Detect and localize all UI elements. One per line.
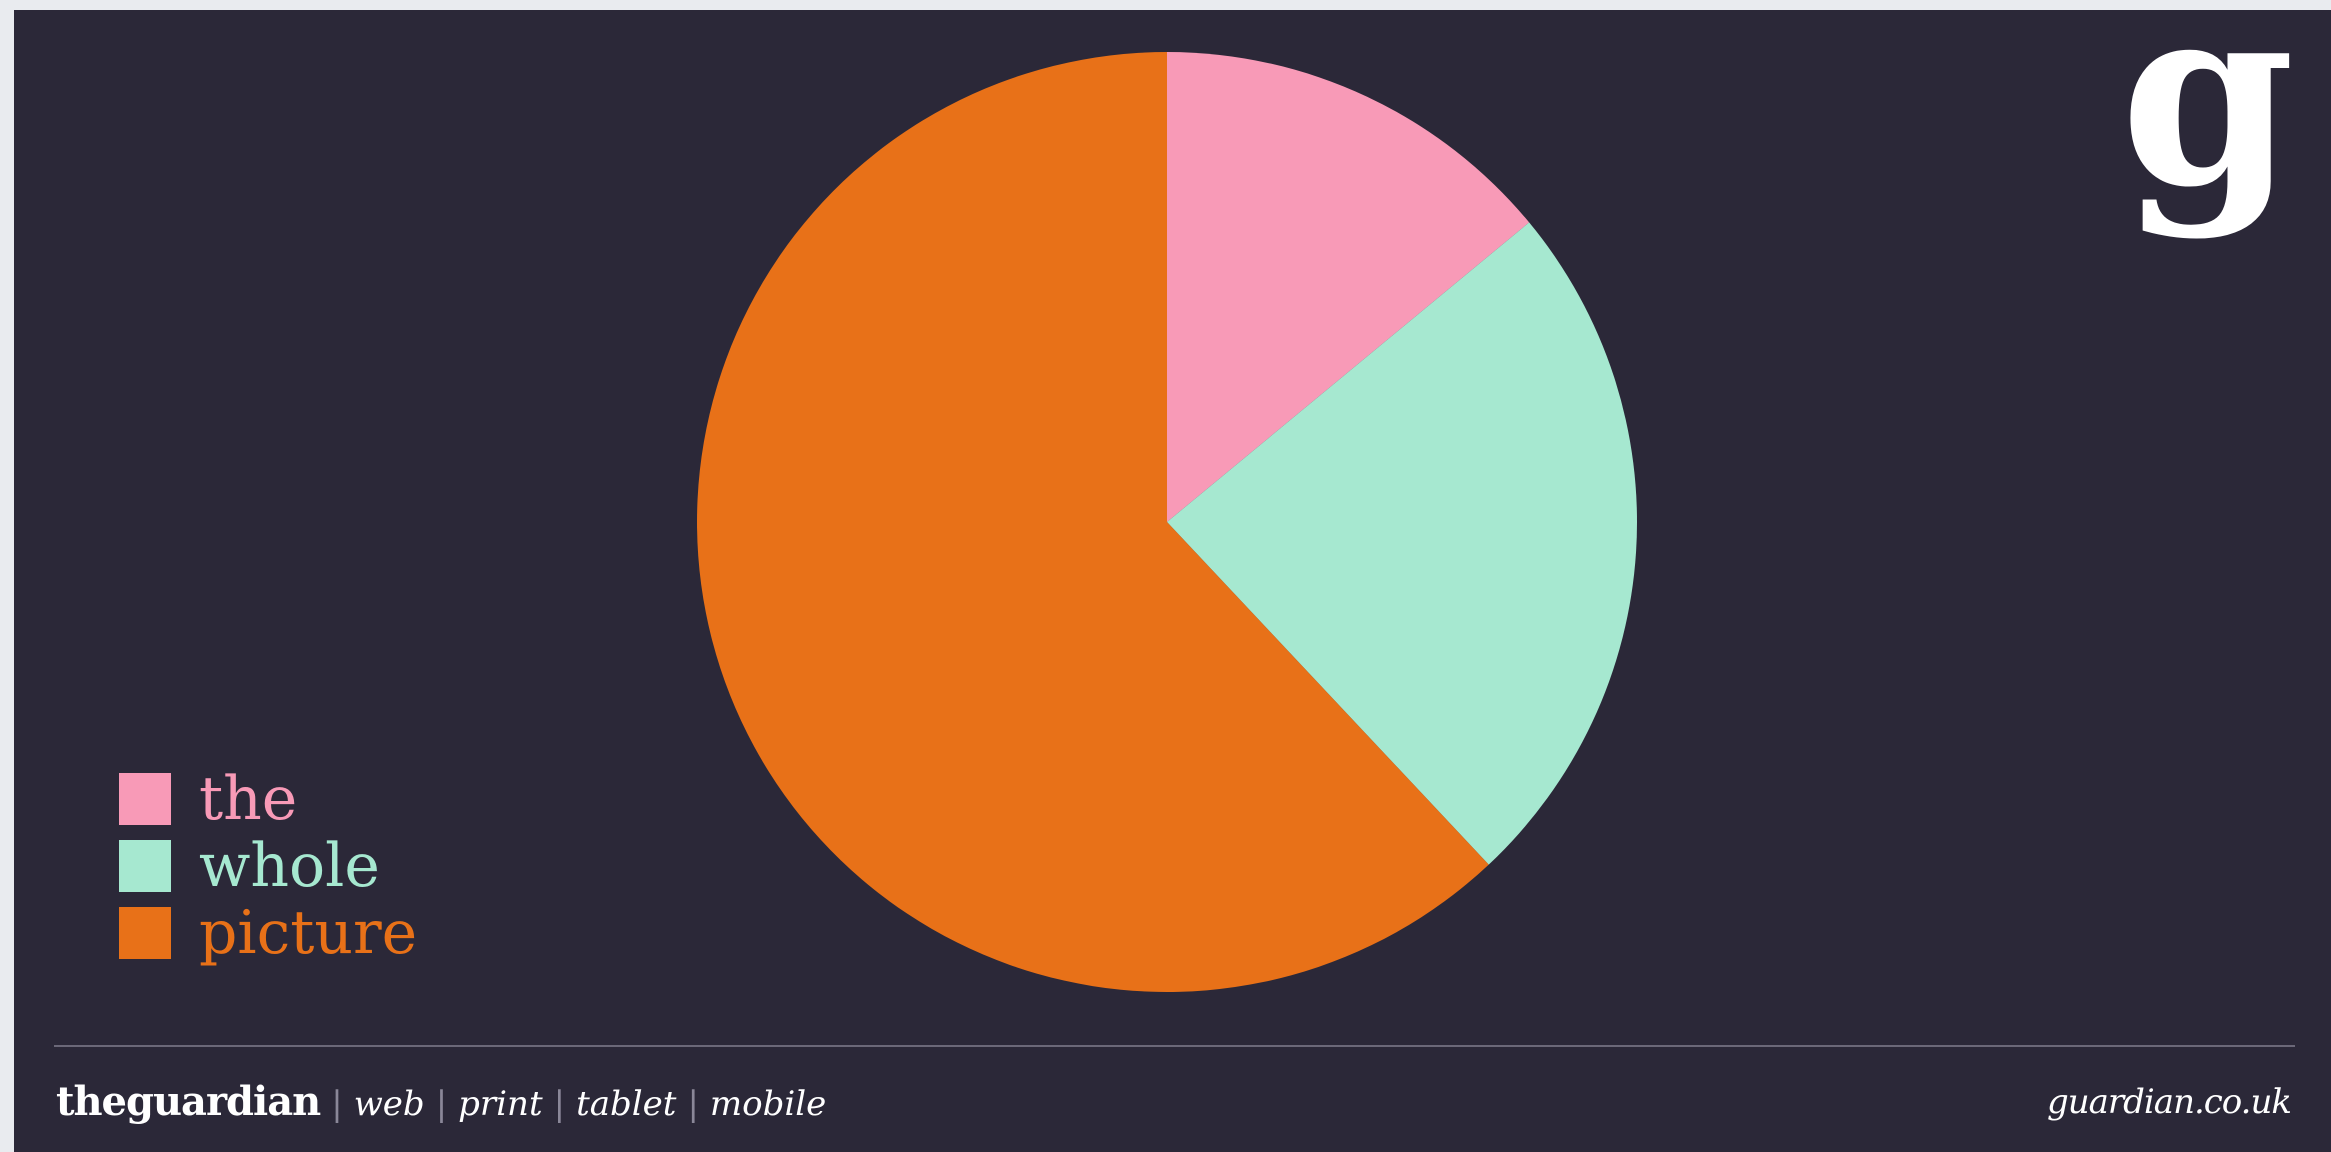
site-url[interactable]: guardian.co.uk bbox=[2046, 1082, 2292, 1122]
platform-print: print bbox=[458, 1084, 543, 1124]
graphic-frame: g the whole picture theguardian | web | … bbox=[14, 10, 2331, 1152]
legend-label-whole: whole bbox=[199, 830, 380, 901]
platform-mobile: mobile bbox=[709, 1084, 827, 1124]
footer-brand-line: theguardian | web | print | tablet | mob… bbox=[56, 1078, 826, 1125]
pie-chart bbox=[697, 52, 1638, 992]
legend-swatch-whole bbox=[119, 839, 171, 892]
platform-web: web bbox=[353, 1084, 425, 1124]
pie-slice-whole bbox=[1167, 222, 1638, 865]
pie-slice-the bbox=[1167, 52, 1530, 522]
pie-slice-picture bbox=[697, 52, 1489, 992]
legend-item-the: the bbox=[119, 765, 417, 832]
legend-swatch-the bbox=[119, 772, 171, 825]
separator: | bbox=[435, 1084, 448, 1124]
guardian-wordmark: theguardian bbox=[56, 1078, 321, 1125]
legend-label-the: the bbox=[199, 763, 298, 834]
footer-divider bbox=[54, 1045, 2295, 1047]
legend-swatch-picture bbox=[119, 906, 171, 959]
separator: | bbox=[687, 1084, 699, 1124]
legend-label-picture: picture bbox=[199, 897, 418, 968]
platform-tablet: tablet bbox=[576, 1084, 677, 1124]
legend-item-whole: whole bbox=[119, 832, 417, 899]
separator: | bbox=[553, 1084, 566, 1124]
legend-item-picture: picture bbox=[119, 899, 417, 966]
guardian-logo: g bbox=[2120, 10, 2295, 242]
separator: | bbox=[331, 1084, 343, 1124]
pie-slices bbox=[697, 52, 1638, 992]
legend: the whole picture bbox=[119, 765, 417, 966]
